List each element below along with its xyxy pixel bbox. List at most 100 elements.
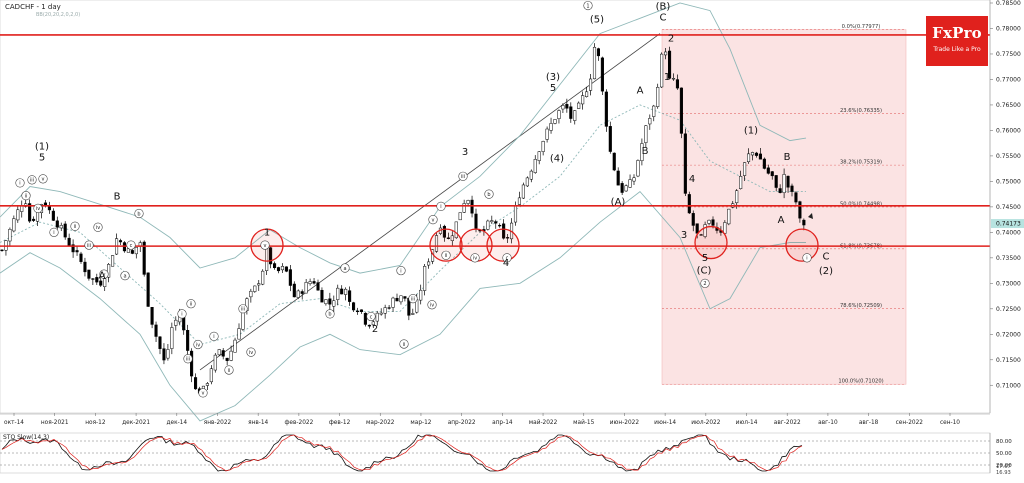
price-tick-label: 0.77000 [996, 76, 1021, 83]
stochastic-level-label: 50.00 [996, 451, 1012, 457]
candle-body [502, 223, 506, 239]
time-tick-label: апр-14 [492, 420, 513, 426]
wave-circle-label: a [343, 266, 346, 272]
stochastic-current-label: 16.93 [996, 470, 1011, 476]
candle-body [683, 133, 687, 194]
wave-circle-label: a [123, 273, 126, 279]
candle-body [355, 310, 360, 313]
candle-body [770, 171, 774, 177]
wave-circle-marker [408, 294, 418, 304]
candle-body [747, 153, 751, 162]
price-tick-label: 0.76500 [996, 102, 1021, 109]
candle-body [517, 197, 522, 205]
wave-label: 5 [550, 83, 556, 94]
candle-body [687, 194, 691, 214]
stochastic-k-line [1, 434, 803, 472]
wave-circle-marker [186, 299, 196, 309]
wave-label: 2 [668, 34, 674, 45]
wave-circle-label: v [103, 272, 106, 278]
candle-body [525, 177, 529, 187]
current-price-label: 0.74173 [996, 221, 1021, 228]
candle-body [616, 170, 620, 186]
candle-body [273, 263, 277, 268]
candle-body [569, 106, 573, 119]
candle-body [766, 167, 770, 174]
wave-label: 5 [702, 253, 708, 264]
candle-body [300, 291, 304, 294]
candle-body [174, 319, 178, 326]
candle-body [656, 87, 660, 107]
time-tick-label: фев-12 [329, 420, 351, 426]
candle-body [675, 79, 680, 89]
wave-circle-label: iv [249, 350, 253, 356]
candle-body [12, 218, 16, 232]
wave-circle-marker [484, 189, 494, 199]
candle-body [237, 328, 241, 340]
candle-body [340, 288, 344, 295]
wave-circle-marker [700, 278, 710, 288]
candle-body [280, 266, 284, 271]
candle-body [55, 220, 59, 228]
time-tick-label: мар-2022 [366, 420, 395, 426]
candle-body [454, 221, 458, 239]
wave-circle-label: iv [196, 342, 200, 348]
candle-body [269, 247, 273, 265]
candle-body [51, 210, 55, 221]
stochastic-current-label: 17.67 [996, 464, 1011, 470]
candle-body [162, 348, 166, 361]
candle-body [209, 368, 213, 383]
wave-label: A [637, 86, 644, 97]
candle-body [735, 190, 739, 204]
candle-body [778, 188, 782, 193]
chart-title: CADCHF - 1 day [5, 3, 61, 11]
wave-circle-label: i [440, 204, 441, 210]
wave-label: (B) [656, 2, 671, 13]
candle-body [695, 223, 699, 234]
wave-circle-marker [802, 253, 812, 263]
channel-trend-line [199, 33, 661, 371]
candle-body [758, 153, 762, 160]
time-tick-label: сен-10 [940, 420, 960, 426]
wave-circle-label: ii [190, 302, 193, 308]
candle-body [442, 225, 446, 238]
stochastic-title: STO Slow(14,3) [3, 434, 50, 441]
candle-body [213, 354, 217, 371]
candle-body [592, 46, 597, 80]
candle-body [304, 282, 308, 294]
candle-body [699, 234, 703, 236]
candle-body [506, 237, 510, 239]
candle-body [395, 297, 399, 302]
wave-circle-marker [470, 253, 480, 263]
time-tick-label: дек-14 [167, 420, 188, 426]
time-tick-label: июл-14 [736, 420, 758, 426]
candle-body [32, 218, 36, 221]
wave-label: 1 [664, 72, 670, 83]
candle-body [565, 104, 569, 109]
wave-label: B [114, 192, 121, 203]
wave-label: B [642, 146, 649, 157]
wave-circle-marker [120, 271, 130, 281]
wave-circle-label: 1 [586, 3, 589, 9]
candle-body [608, 126, 612, 152]
candle-body [59, 225, 63, 229]
candle-body [498, 224, 502, 227]
candle-body [545, 128, 549, 140]
candle-body [754, 152, 759, 156]
price-tick-label: 0.72000 [996, 331, 1021, 338]
candle-body [130, 250, 134, 254]
wave-circle-label: c [506, 256, 509, 262]
candle-body [352, 302, 356, 311]
wave-circle-marker [183, 354, 193, 364]
candle-body [142, 241, 146, 275]
wave-circle-marker [399, 339, 409, 349]
candle-body [537, 151, 541, 161]
wave-circle-marker [27, 175, 37, 185]
stochastic-level-label: 80.00 [996, 439, 1012, 445]
fib-level-label: 23.6%(0.76335) [840, 108, 882, 114]
fib-level-label: 100.0%(0.71020) [838, 379, 883, 385]
wave-label: 3 [681, 230, 687, 241]
wave-circle-label: v [202, 391, 205, 397]
stochastic-d-line [1, 434, 803, 472]
wave-label: (1) [744, 125, 758, 136]
